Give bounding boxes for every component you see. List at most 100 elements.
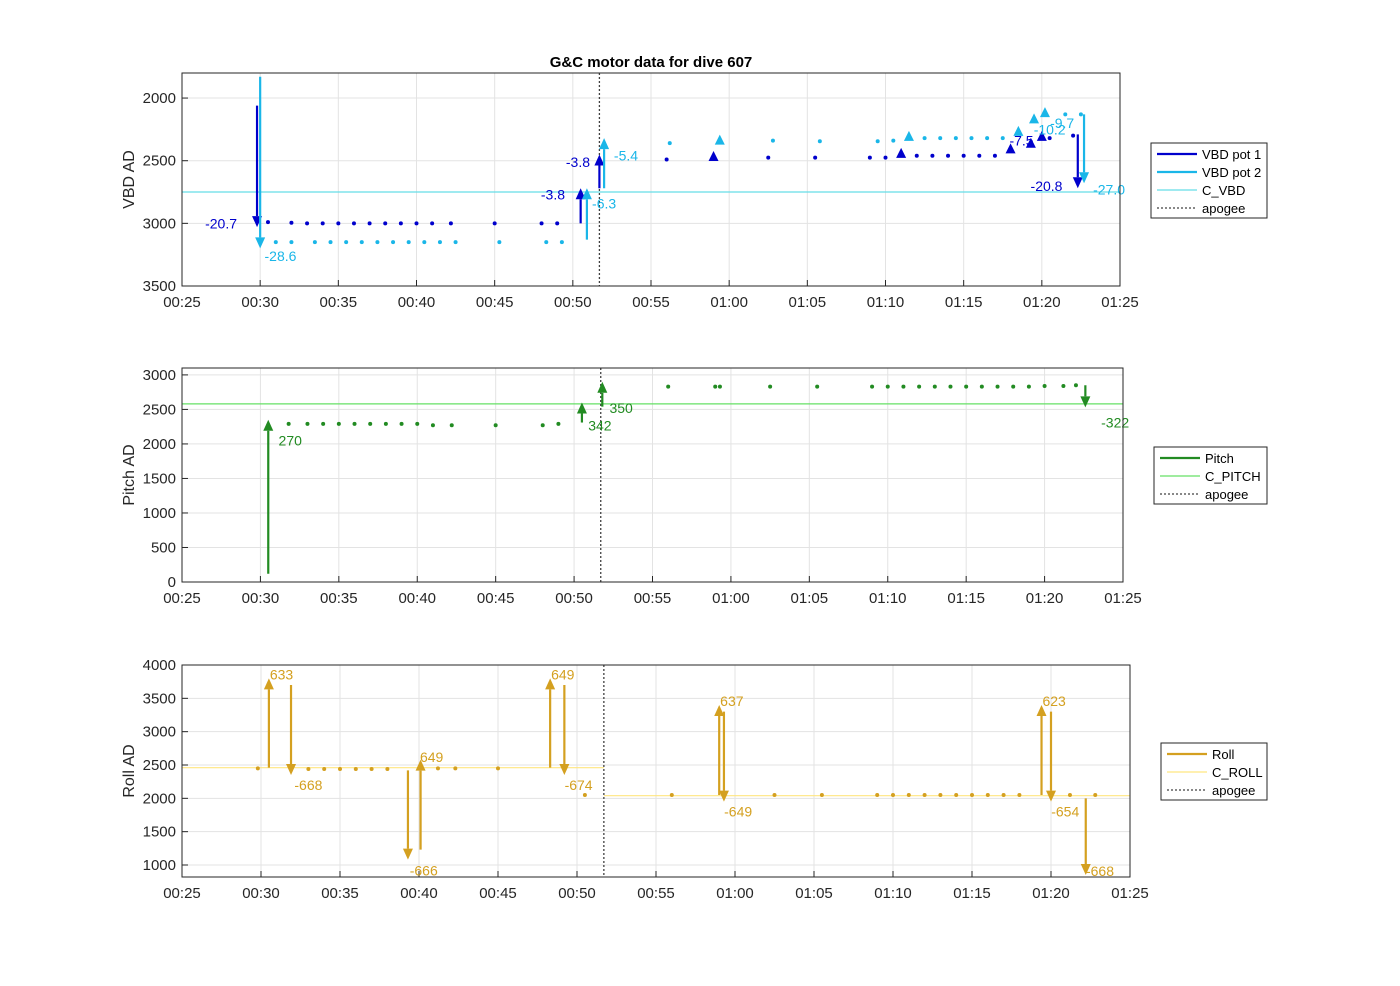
data-point <box>255 766 260 771</box>
y-tick-label: 2000 <box>143 436 176 453</box>
x-tick-label: 00:30 <box>241 294 279 311</box>
data-point <box>430 423 435 428</box>
data-point <box>977 153 982 158</box>
y-axis-label: Pitch AD <box>121 444 138 505</box>
y-tick-label: 3500 <box>143 278 176 295</box>
data-point <box>406 240 411 245</box>
data-point <box>338 767 342 771</box>
x-tick-label: 00:35 <box>321 885 359 902</box>
arrow-label: 342 <box>588 417 612 433</box>
arrow-label: -674 <box>565 777 593 793</box>
data-point <box>891 138 896 143</box>
data-point <box>286 421 291 426</box>
data-point <box>540 423 545 428</box>
data-point <box>265 220 270 225</box>
axes-frame <box>181 664 1131 878</box>
x-tick-label: 00:30 <box>242 885 280 902</box>
data-point <box>995 384 1000 389</box>
data-point <box>970 793 974 797</box>
data-point <box>666 384 671 389</box>
y-tick-label: 0 <box>168 574 176 591</box>
data-point <box>430 221 435 226</box>
motor-arrow-head <box>1046 790 1056 802</box>
data-point <box>664 157 669 162</box>
data-point <box>453 766 458 771</box>
arrow-label: -20.8 <box>1031 178 1063 194</box>
arrow-label: -3.8 <box>541 187 565 203</box>
data-point <box>883 155 888 160</box>
data-point <box>917 384 922 389</box>
data-point <box>544 240 549 245</box>
x-tick-label: 01:10 <box>874 885 912 902</box>
arrow-label: -28.6 <box>265 248 297 264</box>
data-point <box>875 139 880 144</box>
motor-arrow-head <box>545 678 556 690</box>
data-point <box>1073 383 1078 388</box>
motor-arrow-head <box>1072 177 1083 189</box>
data-point <box>946 153 951 158</box>
data-point <box>964 384 969 389</box>
data-point <box>359 240 364 245</box>
data-point <box>906 793 911 797</box>
data-point <box>391 240 396 245</box>
data-point <box>813 155 818 160</box>
data-point <box>369 767 374 771</box>
x-tick-label: 01:00 <box>716 885 754 902</box>
data-point <box>289 240 294 245</box>
data-point <box>1042 383 1047 388</box>
arrow-label: -666 <box>410 862 438 878</box>
x-tick-label: 01:20 <box>1026 590 1064 607</box>
x-tick-label: 00:55 <box>632 294 670 311</box>
arrow-label: 623 <box>1042 693 1066 709</box>
arrow-label: -5.4 <box>614 148 638 164</box>
legend-box <box>1150 142 1268 219</box>
y-tick-label: 1000 <box>143 505 176 522</box>
x-tick-label: 00:25 <box>163 294 201 311</box>
legend-label: apogee <box>1212 783 1255 798</box>
y-tick-label: 3000 <box>143 724 176 741</box>
y-tick-label: 3000 <box>143 367 176 384</box>
x-tick-label: 01:05 <box>791 590 829 607</box>
legend-label: Roll <box>1212 747 1235 762</box>
motor-arrow-head <box>575 188 586 200</box>
data-point <box>766 155 771 160</box>
legend-label: Pitch <box>1205 451 1234 466</box>
axes-frame <box>181 367 1124 583</box>
y-tick-label: 2000 <box>143 90 176 107</box>
y-tick-label: 1000 <box>143 857 176 874</box>
x-tick-label: 00:55 <box>634 590 672 607</box>
y-tick-label: 1500 <box>143 824 176 841</box>
data-point <box>985 793 990 797</box>
data-point <box>496 766 500 771</box>
x-tick-label: 01:05 <box>789 294 827 311</box>
data-point <box>539 221 544 226</box>
data-point <box>415 421 420 426</box>
data-point <box>669 793 674 797</box>
arrow-label: -668 <box>1086 863 1114 879</box>
pitch-panel: 00:25 00:30 00:35 00:40 00:45 00:50 00:55 01:00… <box>121 367 1268 607</box>
data-point <box>1078 112 1083 117</box>
x-tick-label: 01:15 <box>953 885 991 902</box>
data-point <box>1011 384 1016 389</box>
data-point <box>351 221 356 226</box>
data-point <box>870 384 875 389</box>
data-point <box>1063 112 1068 117</box>
legend-label: C_ROLL <box>1212 765 1263 780</box>
arrow-label: -654 <box>1051 804 1079 820</box>
arrow-label: 270 <box>279 432 303 448</box>
motor-arrow-head <box>718 790 729 802</box>
x-tick-label: 00:30 <box>242 590 280 607</box>
data-point <box>992 153 997 158</box>
x-tick-label: 01:15 <box>945 294 983 311</box>
motor-arrow-head <box>263 678 274 690</box>
motor-arrow-head <box>599 138 610 150</box>
data-point <box>1061 383 1066 388</box>
data-point <box>867 155 872 160</box>
arrow-label: -322 <box>1101 415 1129 431</box>
data-point <box>493 423 498 428</box>
point-label: -10.2 <box>1034 121 1066 137</box>
x-tick-label: 00:40 <box>400 885 438 902</box>
data-point <box>930 153 935 158</box>
data-point <box>953 136 958 141</box>
